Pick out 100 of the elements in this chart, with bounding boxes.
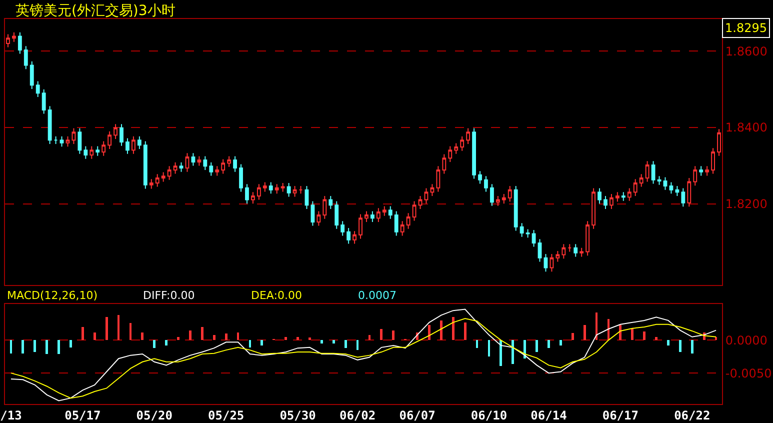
candlestick <box>448 146 452 162</box>
x-tick-label: 06/14 <box>530 408 567 422</box>
bar <box>296 336 299 340</box>
candlestick <box>114 124 118 140</box>
candlestick <box>245 184 249 204</box>
candlestick <box>520 222 524 238</box>
candlestick <box>466 128 470 144</box>
candlestick <box>6 34 10 48</box>
candlestick <box>233 156 237 172</box>
bar <box>344 340 347 348</box>
candlestick <box>48 106 52 144</box>
candlestick <box>72 128 76 144</box>
text: 0.0007 <box>358 289 396 302</box>
candlestick <box>442 154 446 174</box>
candlestick <box>615 192 620 202</box>
candlestick <box>639 174 644 188</box>
candlestick <box>108 130 112 150</box>
candlestick <box>12 32 16 42</box>
candlestick <box>78 128 82 154</box>
candlestick <box>132 136 136 154</box>
candlestick <box>221 158 226 174</box>
candlestick <box>705 166 710 176</box>
bar <box>81 327 84 340</box>
candlestick <box>102 140 106 156</box>
bar <box>332 340 335 344</box>
bar <box>177 336 180 340</box>
candlestick <box>412 200 416 222</box>
candlestick <box>484 176 488 192</box>
x-tick-label: 06/22 <box>674 408 710 422</box>
bar <box>619 325 622 340</box>
candlestick <box>358 214 362 240</box>
candlestick <box>508 186 512 202</box>
candlestick <box>346 228 351 244</box>
candlestick <box>645 160 650 182</box>
bar <box>34 340 36 352</box>
candlestick <box>334 200 339 230</box>
candlestick <box>562 244 566 260</box>
candlestick <box>382 206 386 216</box>
x-tick-label: /13 <box>0 408 22 422</box>
candlestick <box>54 136 58 144</box>
candlestick <box>370 210 374 222</box>
candlestick <box>239 164 243 192</box>
bar <box>464 322 466 340</box>
candlestick <box>472 128 476 180</box>
bar <box>105 317 108 340</box>
candlestick <box>268 182 273 194</box>
candlestick <box>316 210 321 226</box>
bar <box>200 327 204 340</box>
candlestick <box>687 177 692 208</box>
candlestick <box>227 156 232 168</box>
candlestick <box>90 146 94 160</box>
bar <box>583 325 586 340</box>
candlestick <box>286 182 291 198</box>
candlestick <box>143 140 148 190</box>
bar <box>380 329 383 340</box>
candlestick <box>36 80 40 98</box>
text: MACD(12,26,10) <box>7 289 98 302</box>
candlestick <box>460 136 464 152</box>
bar <box>643 332 646 340</box>
candlestick <box>592 188 596 230</box>
candlestick <box>657 176 662 186</box>
candlestick <box>699 166 704 176</box>
bar <box>500 340 502 366</box>
bar <box>224 334 228 340</box>
bar <box>571 332 574 340</box>
candlestick <box>167 166 172 180</box>
candlestick <box>197 156 202 166</box>
y-tick-label: -0.0050 <box>725 366 772 380</box>
candlestick <box>669 182 674 194</box>
candlestick <box>526 228 530 238</box>
text: 1.8295 <box>725 21 767 35</box>
bar <box>440 320 442 340</box>
candlestick <box>532 229 536 248</box>
bar <box>559 340 562 346</box>
x-tick-label: 05/20 <box>136 408 172 422</box>
candlestick <box>137 136 142 150</box>
candlestick <box>185 152 190 172</box>
candlestick <box>352 230 356 244</box>
candlestick <box>66 136 70 148</box>
candlestick <box>681 188 686 208</box>
candlestick <box>478 170 482 184</box>
candlestick <box>215 166 220 176</box>
candlestick <box>209 162 214 176</box>
candlestick <box>424 188 428 204</box>
candlestick <box>604 195 608 210</box>
bar <box>631 328 634 340</box>
candlestick <box>490 184 494 206</box>
x-tick-label: 05/30 <box>280 408 316 422</box>
candlestick <box>586 220 590 256</box>
candlestick <box>663 176 668 190</box>
candlestick <box>126 138 130 154</box>
text: DEA:0.00 <box>251 289 302 302</box>
candlestick <box>376 208 380 222</box>
candlestick <box>627 188 632 202</box>
candlestick <box>610 194 614 210</box>
candlestick <box>173 162 178 174</box>
candlestick <box>711 148 715 174</box>
y-tick-label: 0.0000 <box>725 333 768 348</box>
y-tick-label: 1.8200 <box>725 197 768 212</box>
candlestick <box>120 124 124 146</box>
